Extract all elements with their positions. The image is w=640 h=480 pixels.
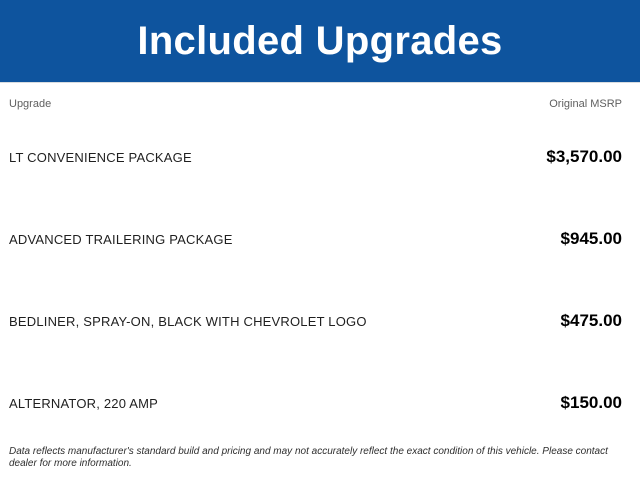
column-header-original-msrp: Original MSRP [549,98,622,110]
page-title: Included Upgrades [137,18,503,63]
upgrade-price: $475.00 [560,311,622,330]
upgrades-table: Upgrade Original MSRP LT CONVENIENCE PAC… [0,98,640,470]
table-rows: LT CONVENIENCE PACKAGE $3,570.00 ADVANCE… [9,116,622,444]
disclaimer-text: Data reflects manufacturer's standard bu… [9,446,608,469]
column-header-upgrade: Upgrade [9,98,52,110]
upgrade-price: $945.00 [560,229,622,248]
header-banner: Included Upgrades [0,0,640,83]
table-row: ADVANCED TRAILERING PACKAGE $945.00 [9,198,622,280]
upgrade-name: ADVANCED TRAILERING PACKAGE [9,231,233,247]
table-row: BEDLINER, SPRAY-ON, BLACK WITH CHEVROLET… [9,280,622,362]
table-column-headers: Upgrade Original MSRP [9,98,622,111]
upgrade-price: $3,570.00 [546,147,622,166]
upgrade-name: BEDLINER, SPRAY-ON, BLACK WITH CHEVROLET… [9,313,367,329]
upgrade-price: $150.00 [560,393,622,412]
upgrade-name: LT CONVENIENCE PACKAGE [9,149,192,165]
table-row: LT CONVENIENCE PACKAGE $3,570.00 [9,116,622,198]
table-row: ALTERNATOR, 220 AMP $150.00 [9,362,622,444]
upgrade-name: ALTERNATOR, 220 AMP [9,395,159,411]
